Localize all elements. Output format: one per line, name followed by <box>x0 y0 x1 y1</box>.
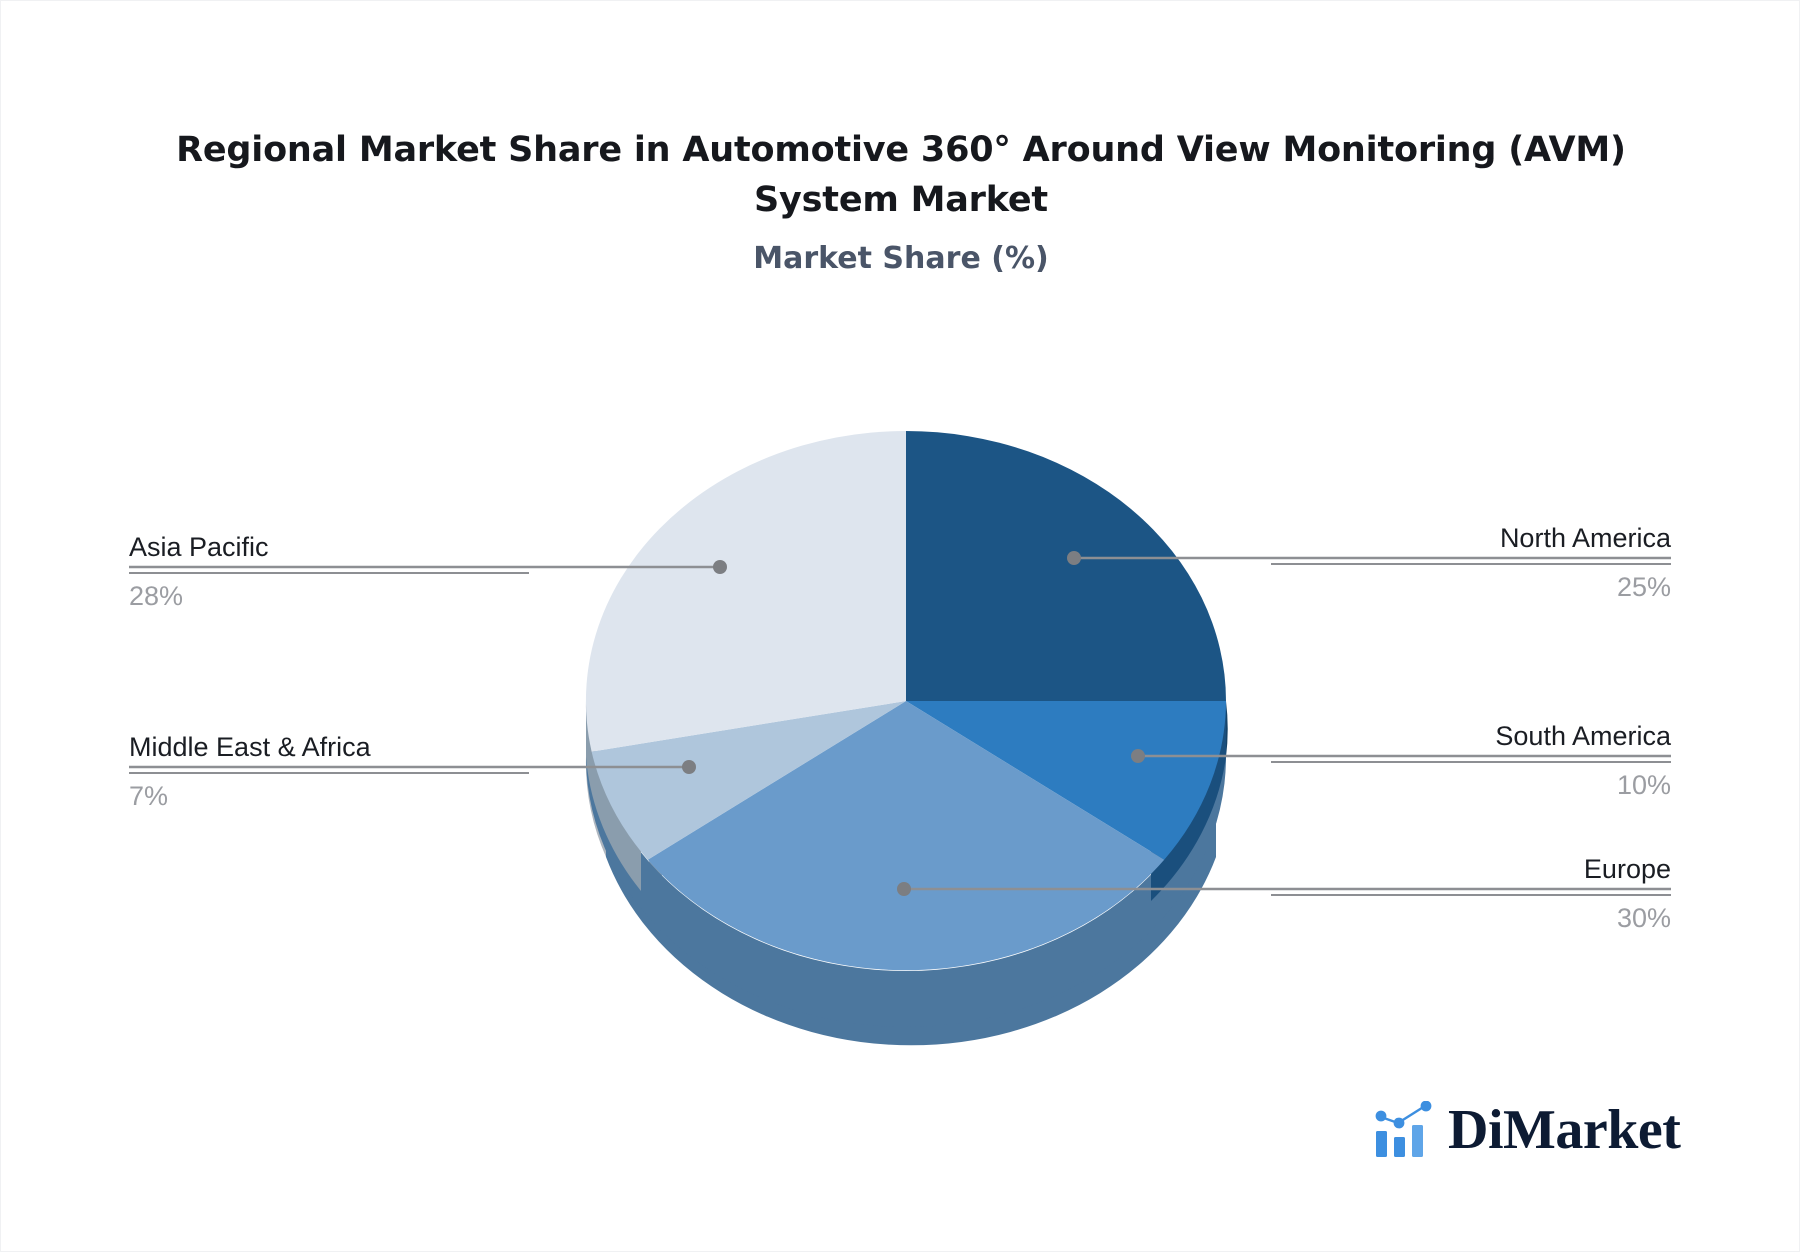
callout-label-middle-east: Middle East & Africa <box>129 732 371 762</box>
pie-slice-asia-pacific[interactable] <box>585 431 906 752</box>
pie-top-face <box>585 431 1226 971</box>
callout-value-middle-east: 7% <box>129 780 169 811</box>
callout-asia-pacific[interactable]: Asia Pacific 28% <box>129 531 529 614</box>
pie-side-south-america <box>1216 701 1225 801</box>
logo-wordmark: DiMarket <box>1448 1099 1681 1161</box>
callout-label-north-america: North America <box>1499 523 1671 553</box>
pie-slice-middle-east[interactable] <box>591 701 906 860</box>
pie-3d-base <box>585 701 1228 1046</box>
callout-south-america[interactable]: South America 10% <box>1271 720 1671 803</box>
callout-rule-asia-pacific <box>129 571 529 574</box>
callout-middle-east[interactable]: Middle East & Africa 7% <box>129 731 529 814</box>
pie-side-right-navy <box>1151 701 1226 901</box>
callout-rule-middle-east <box>129 771 529 774</box>
callout-rule-south-america <box>1271 760 1671 763</box>
callout-label-south-america: South America <box>1495 721 1671 751</box>
chart-header: Regional Market Share in Automotive 360°… <box>151 126 1651 277</box>
pie-side-left-sliver <box>586 701 641 891</box>
callout-europe[interactable]: Europe 30% <box>1271 853 1671 936</box>
callout-rule-europe <box>1271 893 1671 896</box>
callout-value-north-america: 25% <box>1616 571 1671 602</box>
pie-leader-dots <box>682 551 1145 896</box>
callout-label-europe: Europe <box>1583 854 1671 884</box>
leader-dot-europe <box>897 882 911 896</box>
pie-side-middle-east <box>606 801 662 918</box>
brand-logo: DiMarket <box>1373 1099 1681 1161</box>
bar-chart-icon <box>1375 1101 1432 1157</box>
callout-value-asia-pacific: 28% <box>129 580 184 611</box>
chart-title: Regional Market Share in Automotive 360°… <box>176 130 1626 220</box>
leader-dot-asia-pacific <box>713 560 727 574</box>
callout-label-asia-pacific: Asia Pacific <box>129 532 269 562</box>
pie-side-asia-pacific <box>585 701 606 857</box>
pie-slice-south-america[interactable] <box>906 701 1226 860</box>
pie-slice-north-america[interactable] <box>906 431 1226 701</box>
callout-north-america[interactable]: North America 25% <box>1271 522 1671 605</box>
pie-rim-band <box>586 701 1226 1027</box>
pie-slice-europe[interactable] <box>647 701 1165 971</box>
leader-dot-middle-east <box>682 760 696 774</box>
leader-dot-south-america <box>1131 749 1145 763</box>
callout-value-europe: 30% <box>1616 902 1671 933</box>
callout-value-south-america: 10% <box>1616 769 1671 800</box>
pie-side-north-america <box>1226 701 1228 757</box>
leader-dot-north-america <box>1067 551 1081 565</box>
chart-subtitle: Market Share (%) <box>753 241 1049 277</box>
callout-rule-north-america <box>1271 562 1671 565</box>
pie-side-europe <box>606 801 1216 1046</box>
